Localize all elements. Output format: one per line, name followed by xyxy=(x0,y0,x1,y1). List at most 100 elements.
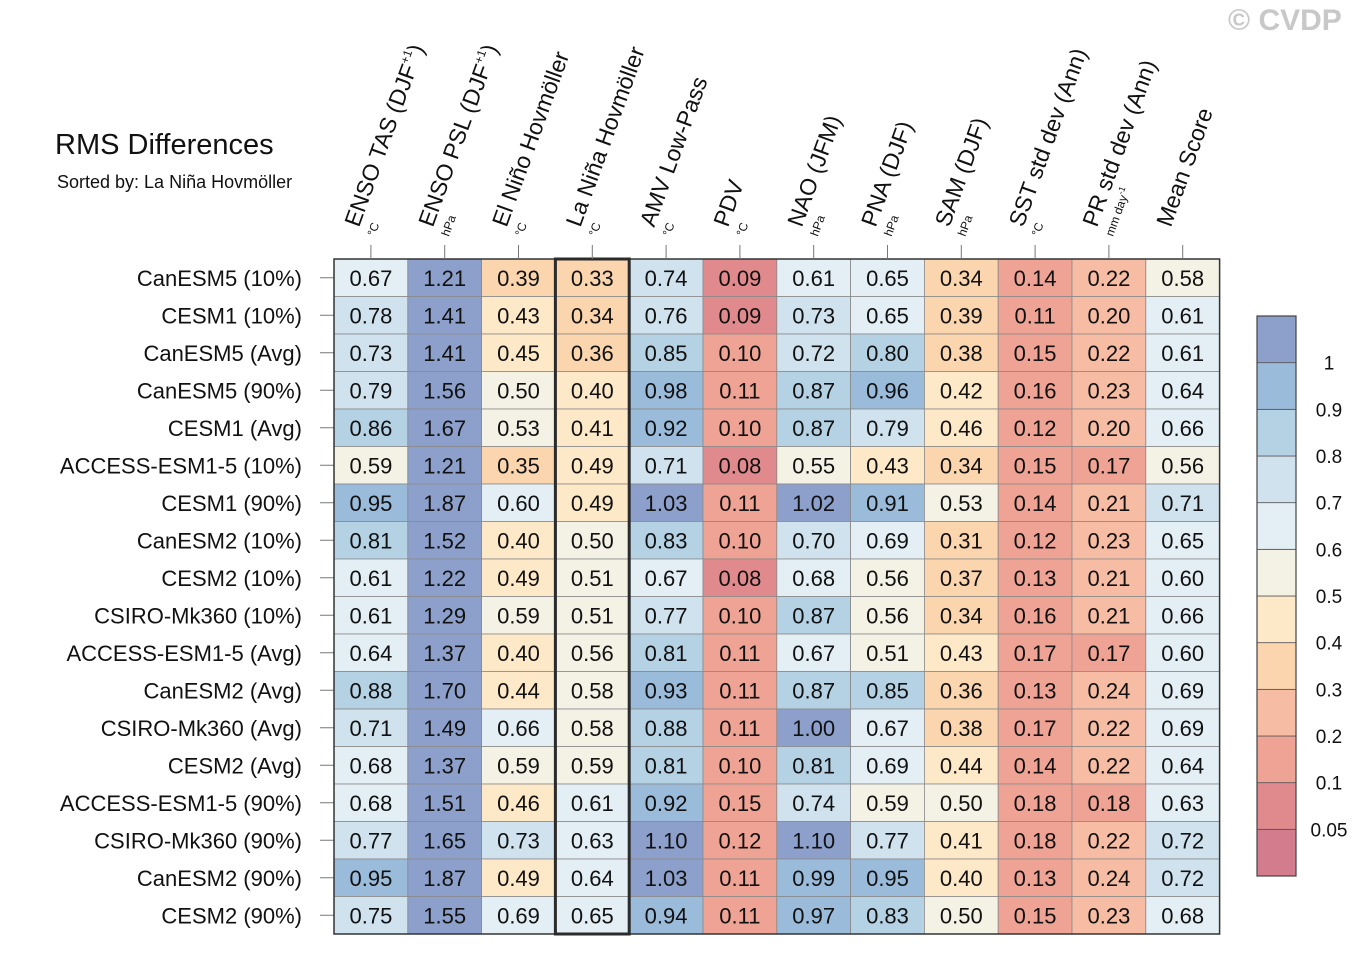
column-header-sst-std-dev-ann: SST std dev (Ann) xyxy=(1003,45,1092,230)
heatmap-cells: 0.67 1.21 0.39 0.33 0.74 0.09 0.61 0.65 0.34 0.14… xyxy=(333,258,1221,935)
cell-value: 0.61 xyxy=(349,566,392,591)
cell-access-esm1-5-10-c8 xyxy=(924,446,999,485)
cell-value: 0.22 xyxy=(1087,716,1130,741)
cell-cesm2-90-c5 xyxy=(702,896,778,935)
cell-value: 0.87 xyxy=(792,678,835,703)
cell-value: 0.79 xyxy=(866,416,909,441)
cell-cesm1-avg-c5 xyxy=(702,408,778,447)
cell-csiro-mk360-avg-c2 xyxy=(481,708,556,747)
cell-value: 0.58 xyxy=(571,716,614,741)
cell-value: 0.40 xyxy=(571,378,614,403)
watermark: © CVDP xyxy=(1228,4,1342,37)
cell-canesm2-10-c7 xyxy=(850,521,925,560)
cell-value: 0.36 xyxy=(571,341,614,366)
cell-value: 0.49 xyxy=(497,566,540,591)
cell-cesm1-90-c8 xyxy=(924,483,999,522)
cell-value: 0.69 xyxy=(1161,716,1204,741)
cell-value: 0.67 xyxy=(645,566,688,591)
cell-value: 0.56 xyxy=(571,641,614,666)
column-unit: °C xyxy=(734,220,752,238)
colorbar-swatch xyxy=(1256,642,1297,690)
cell-value: 0.61 xyxy=(571,791,614,816)
cell-cesm2-avg-c6 xyxy=(776,746,851,785)
cell-canesm5-avg-c11 xyxy=(1145,333,1221,372)
cell-access-esm1-5-avg-c8 xyxy=(924,633,999,672)
cell-value: 0.83 xyxy=(866,903,909,928)
cell-csiro-mk360-10-c4 xyxy=(628,596,704,635)
cell-csiro-mk360-90-c0 xyxy=(333,821,409,860)
cell-canesm5-avg-c0 xyxy=(333,333,409,372)
cell-access-esm1-5-90-c6 xyxy=(776,783,851,822)
cell-csiro-mk360-avg-c10 xyxy=(1071,708,1147,747)
cell-canesm5-90-c2 xyxy=(481,371,556,410)
cell-canesm2-90-c3 xyxy=(555,858,630,897)
cell-value: 1.03 xyxy=(645,866,688,891)
colorbar-swatch xyxy=(1256,782,1297,830)
cell-value: 0.34 xyxy=(940,453,983,478)
chart-subtitle: Sorted by: La Niña Hovmöller xyxy=(57,172,293,192)
cell-value: 0.43 xyxy=(940,641,983,666)
cell-access-esm1-5-10-c5 xyxy=(702,446,778,485)
column-header-amv-low-pass: AMV Low-Pass xyxy=(634,73,712,230)
chart-title: RMS Differences xyxy=(55,129,274,161)
cell-cesm1-90-c10 xyxy=(1071,483,1147,522)
cell-canesm5-90-c5 xyxy=(702,371,778,410)
cell-cesm2-10-c2 xyxy=(481,558,556,597)
cell-value: 0.11 xyxy=(719,716,760,741)
cell-value: 0.60 xyxy=(1161,566,1204,591)
row-label-canesm2-avg: CanESM2 (Avg) xyxy=(143,678,302,703)
row-label-canesm5-10: CanESM5 (10%) xyxy=(137,266,302,291)
cell-value: 0.18 xyxy=(1014,828,1057,853)
cell-value: 0.86 xyxy=(349,416,392,441)
cell-cesm1-10-c0 xyxy=(333,296,409,335)
cell-value: 1.37 xyxy=(423,641,466,666)
cell-value: 0.95 xyxy=(349,866,392,891)
colorbar-label: 0.8 xyxy=(1316,447,1342,468)
cell-value: 0.87 xyxy=(792,378,835,403)
cell-access-esm1-5-10-c7 xyxy=(850,446,925,485)
cell-csiro-mk360-10-c3 xyxy=(555,596,630,635)
cell-csiro-mk360-avg-c5 xyxy=(702,708,778,747)
cell-cesm2-10-c7 xyxy=(850,558,925,597)
cell-value: 0.35 xyxy=(497,453,540,478)
cell-value: 0.58 xyxy=(571,678,614,703)
cell-value: 0.31 xyxy=(940,528,983,553)
colorbar-label: 0.1 xyxy=(1316,774,1342,795)
cell-cesm2-90-c3 xyxy=(555,896,630,935)
cell-value: 1.21 xyxy=(423,266,466,291)
cell-canesm2-avg-c5 xyxy=(702,671,778,710)
cell-cesm2-avg-c5 xyxy=(702,746,778,785)
cell-value: 0.21 xyxy=(1087,603,1130,628)
cell-value: 0.79 xyxy=(349,378,392,403)
column-unit: °C xyxy=(1029,220,1047,238)
cell-value: 1.51 xyxy=(423,791,466,816)
cell-value: 0.78 xyxy=(349,303,392,328)
cell-value: 0.69 xyxy=(497,903,540,928)
cell-value: 0.40 xyxy=(940,866,983,891)
row-label-canesm5-avg: CanESM5 (Avg) xyxy=(143,341,302,366)
cell-value: 0.12 xyxy=(718,828,761,853)
cell-value: 0.59 xyxy=(866,791,909,816)
cell-value: 0.72 xyxy=(792,341,835,366)
cell-value: 0.14 xyxy=(1014,266,1057,291)
cell-value: 0.93 xyxy=(645,678,688,703)
cell-value: 0.64 xyxy=(349,641,392,666)
cell-value: 0.22 xyxy=(1087,266,1130,291)
cell-value: 0.59 xyxy=(497,603,540,628)
row-label-cesm2-avg: CESM2 (Avg) xyxy=(168,753,302,778)
cell-access-esm1-5-10-c3 xyxy=(555,446,630,485)
cell-cesm2-90-c10 xyxy=(1071,896,1147,935)
cell-access-esm1-5-90-c10 xyxy=(1071,783,1147,822)
cell-value: 0.17 xyxy=(1014,641,1057,666)
cell-value: 0.46 xyxy=(940,416,983,441)
cell-access-esm1-5-90-c4 xyxy=(628,783,704,822)
cell-cesm1-avg-c0 xyxy=(333,408,409,447)
cell-access-esm1-5-10-c4 xyxy=(628,446,704,485)
cell-value: 0.66 xyxy=(497,716,540,741)
cell-value: 0.56 xyxy=(866,603,909,628)
cell-value: 0.60 xyxy=(1161,641,1204,666)
cell-cesm1-avg-c11 xyxy=(1145,408,1221,447)
cell-cesm2-avg-c7 xyxy=(850,746,925,785)
row-label-csiro-mk360-90: CSIRO-Mk360 (90%) xyxy=(94,828,302,853)
cell-value: 0.67 xyxy=(792,641,835,666)
